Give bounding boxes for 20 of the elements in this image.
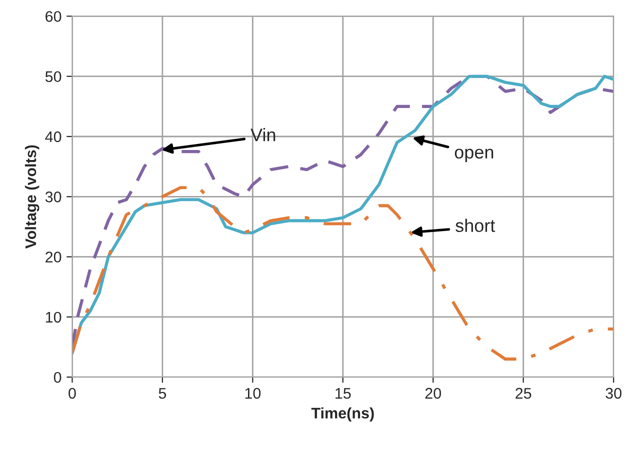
x-tick-label: 15 bbox=[336, 388, 351, 399]
x-tick-label: 10 bbox=[245, 388, 261, 399]
annotation: short bbox=[456, 218, 496, 232]
x-tick-label: 0 bbox=[68, 388, 76, 399]
x-tick-label: 5 bbox=[158, 388, 166, 399]
y-tick-label: 30 bbox=[45, 192, 62, 202]
y-tick-label: 0 bbox=[54, 372, 62, 383]
line-series bbox=[72, 186, 614, 361]
y-tick-label: 10 bbox=[46, 312, 62, 323]
y-tick-label: 20 bbox=[46, 252, 62, 262]
x-tick-label: 30 bbox=[606, 388, 622, 399]
annotation: Vin bbox=[250, 128, 276, 142]
x-tick-label: 20 bbox=[425, 388, 442, 399]
y-tick-label: 60 bbox=[46, 11, 62, 22]
annotation: open bbox=[454, 148, 494, 162]
x-axis-title: Time(ns) bbox=[311, 407, 374, 422]
y-tick-label: 40 bbox=[45, 131, 62, 142]
y-tick-label: 50 bbox=[45, 71, 62, 82]
x-tick-label: 25 bbox=[516, 388, 532, 399]
y-axis-title: Voltage (volts) bbox=[24, 145, 40, 249]
